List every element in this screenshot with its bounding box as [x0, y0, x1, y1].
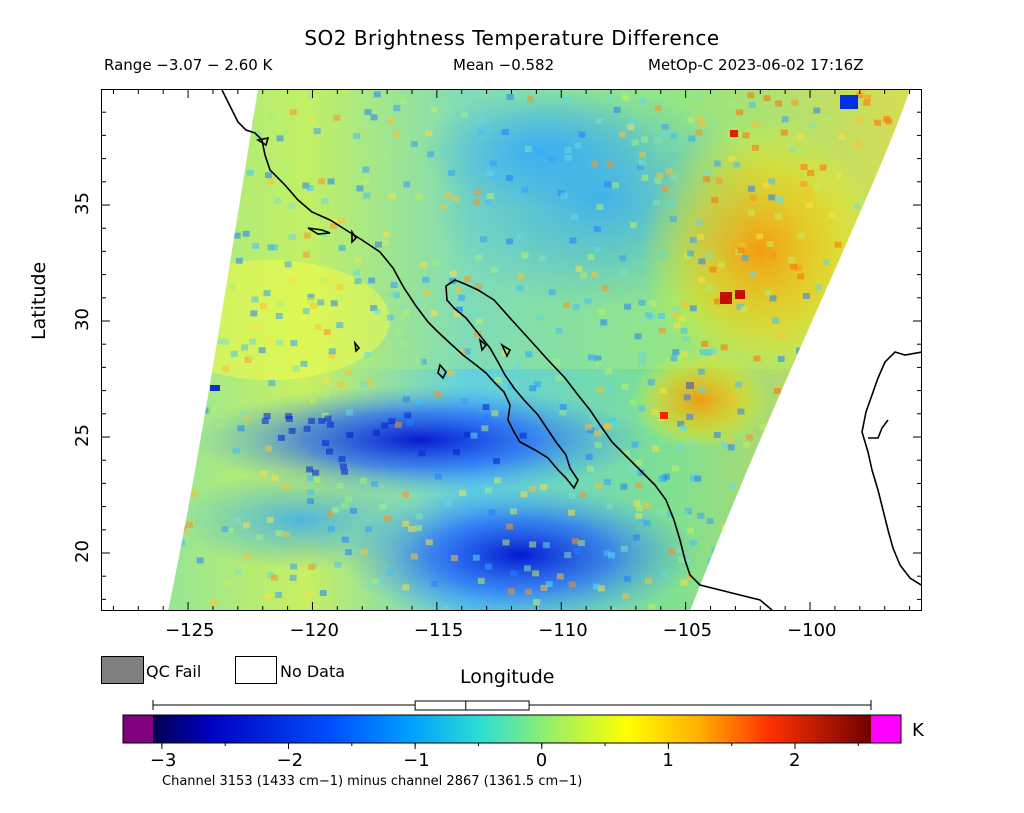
y-tick-label: 30: [72, 308, 93, 331]
x-tick-label: −105: [662, 620, 713, 641]
colorbar-tick-label: 2: [789, 750, 801, 771]
y-tick-label: 35: [72, 192, 93, 215]
colorbar-boxplot: [152, 700, 872, 711]
colorbar-gradient: [153, 715, 871, 743]
y-axis-label: Latitude: [28, 261, 50, 340]
channel-caption: Channel 3153 (1433 cm−1) minus channel 2…: [162, 774, 583, 789]
no-data-label: No Data: [280, 662, 346, 681]
x-tick-label: −120: [289, 620, 339, 641]
colorbar-overflow: [871, 715, 901, 743]
chart-title: SO2 Brightness Temperature Difference: [304, 26, 720, 50]
no-data-swatch: [235, 656, 277, 684]
colorbar-underflow: [123, 715, 153, 743]
y-tick-label: 20: [72, 540, 93, 563]
y-tick-label: 25: [72, 424, 93, 447]
colorbar-unit: K: [912, 720, 924, 741]
colorbar-ticks: [161, 743, 859, 749]
colorbar: [122, 700, 902, 749]
x-tick-label: −125: [165, 620, 215, 641]
colorbar-tick-label: −3: [149, 750, 177, 771]
colorbar-tick-label: 0: [535, 750, 548, 771]
range-text: Range −3.07 − 2.60 K: [104, 56, 273, 74]
qc-fail-swatch: [101, 656, 144, 684]
map-frame: [101, 89, 922, 611]
x-tick-label: −100: [787, 620, 837, 641]
x-tick-label: −110: [538, 620, 588, 641]
mean-text: Mean −0.582: [453, 56, 555, 74]
colorbar-tick-label: −2: [276, 750, 304, 771]
x-axis-label: Longitude: [460, 666, 555, 688]
colorbar-tick-label: 1: [662, 750, 674, 771]
colorbar-tick-label: −1: [403, 750, 430, 771]
satellite-time-text: MetOp-C 2023-06-02 17:16Z: [648, 56, 864, 74]
x-tick-label: −115: [413, 620, 464, 641]
coastline: [221, 90, 921, 610]
qc-fail-label: QC Fail: [146, 662, 202, 681]
boxplot-box: [414, 700, 530, 711]
